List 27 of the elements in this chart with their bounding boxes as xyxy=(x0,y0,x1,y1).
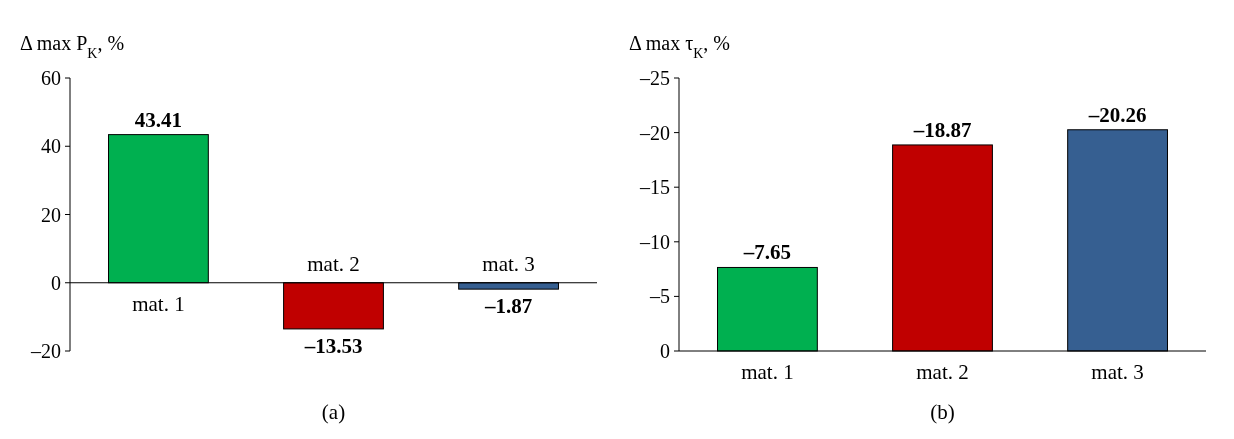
x-tick-label: mat. 3 xyxy=(482,251,535,276)
y-tick-label: –15 xyxy=(639,176,670,199)
x-tick-label: mat. 2 xyxy=(307,251,360,276)
y-tick-label: –20 xyxy=(639,121,670,144)
x-tick-label: mat. 1 xyxy=(132,291,185,316)
y-tick-label: 0 xyxy=(51,271,61,294)
x-tick-label: mat. 3 xyxy=(1091,360,1144,384)
data-label: 43.41 xyxy=(134,107,183,132)
x-tick-label: mat. 2 xyxy=(916,360,969,384)
text: (b) xyxy=(930,400,955,424)
data-label: –13.53 xyxy=(303,333,363,358)
y-tick-label: –10 xyxy=(639,230,670,253)
y-tick-label: 20 xyxy=(41,203,61,226)
y-tick-label: 60 xyxy=(41,67,61,89)
y-axis-title: Δ max τ$_{K}$, % xyxy=(629,32,731,61)
x-tick-label: mat. 1 xyxy=(741,360,794,384)
data-label: –7.65 xyxy=(742,240,792,265)
data-label: –20.26 xyxy=(1087,102,1147,127)
y-tick-label: 0 xyxy=(660,340,670,362)
y-tick-label: –5 xyxy=(649,285,670,308)
y-tick-label: 40 xyxy=(41,135,61,158)
y-tick-label: –25 xyxy=(639,67,670,89)
data-label: –1.87 xyxy=(483,294,533,319)
y-axis-title: Δ max P$_{K}$, % xyxy=(20,32,125,61)
data-label: –18.87 xyxy=(912,117,972,142)
y-tick-label: –20 xyxy=(30,340,61,362)
text: (a) xyxy=(321,400,346,424)
